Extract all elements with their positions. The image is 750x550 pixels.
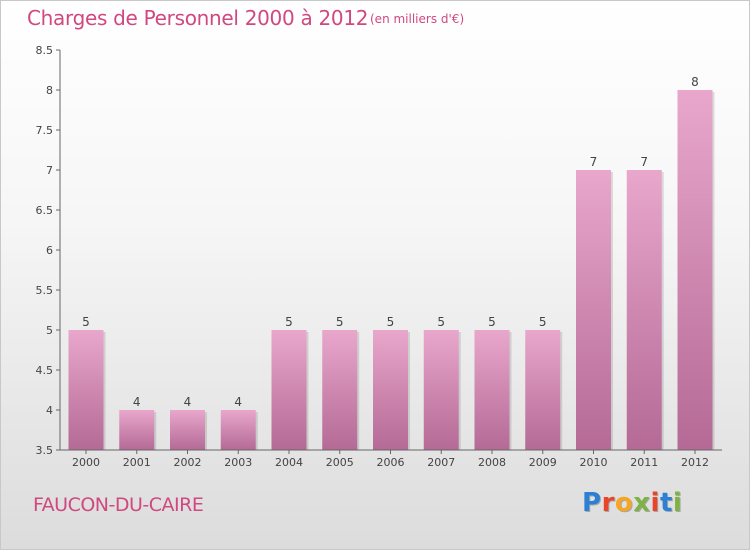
- bar-shadow: [306, 332, 309, 450]
- bar-shadow: [408, 332, 410, 450]
- logo-letter: P: [582, 488, 602, 518]
- y-tick-label: 4: [46, 404, 53, 417]
- proxiti-logo: Proxiti: [582, 488, 682, 518]
- y-tick-label: 6: [46, 244, 53, 257]
- bar-2004: [271, 330, 307, 450]
- data-label: 4: [234, 395, 242, 409]
- y-tick-label: 7: [46, 164, 53, 177]
- bar-2008: [474, 330, 510, 450]
- bar-shadow: [458, 332, 461, 450]
- logo-letter: t: [659, 488, 673, 518]
- x-tick-label: 2002: [174, 456, 202, 469]
- data-label: 5: [336, 315, 344, 329]
- bar-shadow: [611, 172, 613, 450]
- x-tick-label: 2007: [427, 456, 455, 469]
- x-tick-label: 2004: [275, 456, 303, 469]
- logo-letter: r: [601, 488, 615, 518]
- y-tick-label: 5: [46, 324, 53, 337]
- data-label: 5: [539, 315, 547, 329]
- bar-2007: [423, 330, 459, 450]
- data-label: 5: [437, 315, 445, 329]
- bar-2000: [68, 330, 104, 450]
- x-tick-label: 2008: [478, 456, 506, 469]
- x-tick-label: 2009: [529, 456, 557, 469]
- bar-shadow: [154, 412, 157, 450]
- data-label: 7: [590, 155, 598, 169]
- bar-2010: [576, 170, 611, 450]
- bar-2003: [220, 410, 256, 450]
- logo-letter: o: [614, 488, 634, 518]
- axes-group: 3.5 4 4.5 5 5.5 6 6.5 7 7.5 8 8.5 2000 2001 2002 2003 2…: [36, 44, 722, 469]
- bar-shadow: [255, 412, 258, 450]
- x-tick-label: 2010: [580, 456, 608, 469]
- data-label: 5: [488, 315, 496, 329]
- data-label: 5: [82, 315, 90, 329]
- commune-name: FAUCON-DU-CAIRE: [33, 494, 204, 516]
- y-tick-label: 6.5: [36, 204, 54, 217]
- bar-2005: [322, 330, 358, 450]
- x-tick-label: 2000: [72, 456, 100, 469]
- bar-shadow: [712, 92, 715, 450]
- x-tick-label: 2006: [377, 456, 405, 469]
- y-tick-label: 3.5: [36, 444, 54, 457]
- chart-unit-label: (en milliers d'€): [370, 12, 465, 26]
- y-tick-label: 8: [46, 84, 53, 97]
- data-label: 4: [184, 395, 192, 409]
- chart-title: Charges de Personnel 2000 à 2012: [27, 6, 369, 30]
- y-tick-label: 8.5: [36, 44, 54, 57]
- bar-shadow: [357, 332, 360, 450]
- x-tick-label: 2001: [123, 456, 151, 469]
- bar-shadow: [509, 332, 512, 450]
- y-tick-label: 4.5: [36, 364, 54, 377]
- data-label: 5: [387, 315, 395, 329]
- y-tick-label: 7.5: [36, 124, 54, 137]
- x-tick-label: 2003: [224, 456, 252, 469]
- x-tick-label: 2011: [630, 456, 658, 469]
- data-label: 5: [285, 315, 293, 329]
- bar-2009: [525, 330, 561, 450]
- bar-2002: [170, 410, 205, 450]
- bar-2011: [626, 170, 662, 450]
- bar-shadow: [205, 412, 207, 450]
- data-label: 8: [691, 75, 699, 89]
- logo-letter: i: [650, 488, 660, 518]
- bar-shadow: [560, 332, 563, 450]
- y-tick-label: 5.5: [36, 284, 54, 297]
- bar-2012: [677, 90, 713, 450]
- bar-2001: [119, 410, 155, 450]
- bar-shadow: [661, 172, 664, 450]
- bar-2006: [373, 330, 408, 450]
- x-tick-label: 2012: [681, 456, 709, 469]
- data-label: 4: [133, 395, 141, 409]
- x-tick-label: 2005: [326, 456, 354, 469]
- bars-group: 5 4 4 4 5 5 5 5 5 5 7 7 8: [68, 75, 715, 450]
- data-label: 7: [640, 155, 648, 169]
- logo-letter: x: [633, 488, 651, 518]
- logo-letter: i: [672, 488, 683, 518]
- bar-shadow: [103, 332, 106, 450]
